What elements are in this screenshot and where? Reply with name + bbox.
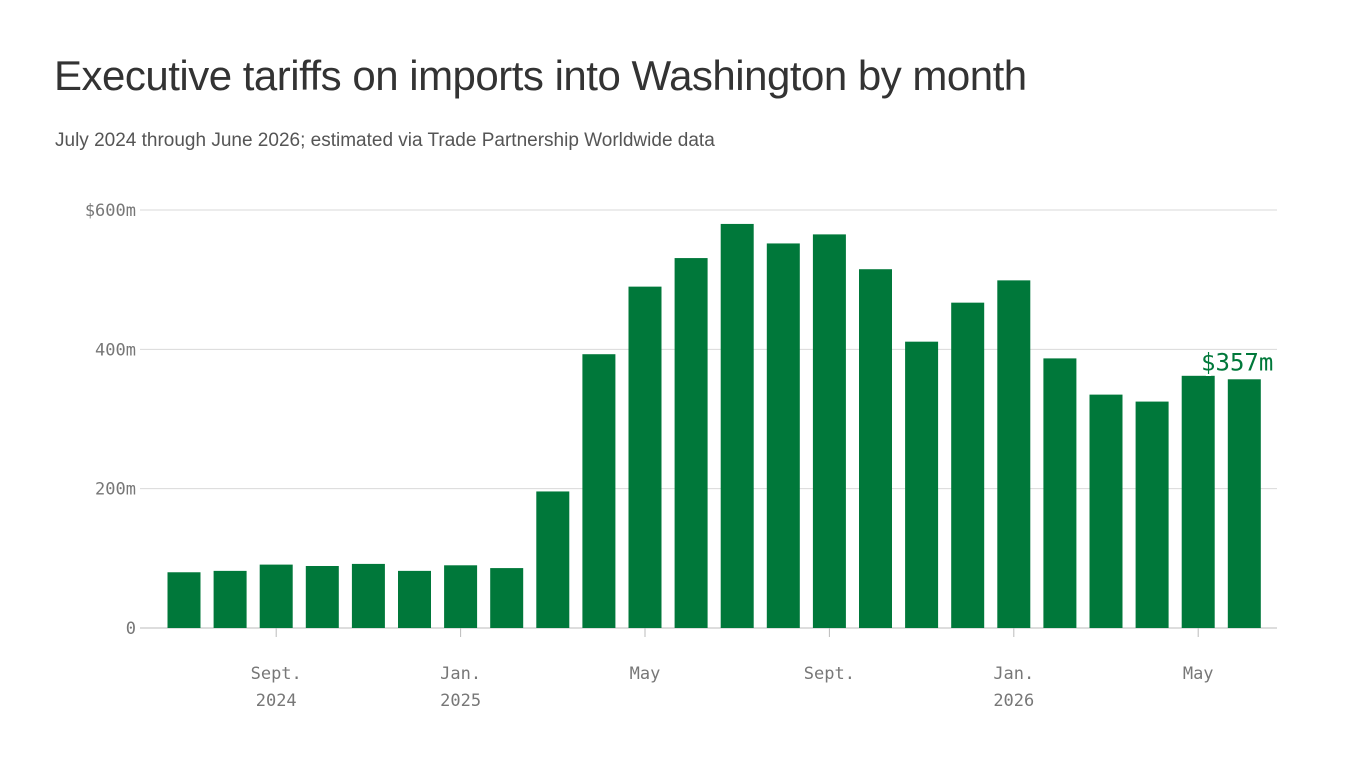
y-tick-label: 400m (95, 340, 136, 360)
bar (167, 572, 201, 628)
x-tick-label: Jan. (440, 664, 481, 684)
bar (766, 243, 800, 628)
bar (582, 354, 616, 628)
bar (490, 568, 524, 628)
bar (812, 234, 846, 628)
bar (1089, 394, 1123, 628)
bar (398, 570, 431, 628)
bar (305, 565, 339, 628)
bar (536, 491, 570, 628)
bar (259, 564, 293, 628)
bar (720, 223, 754, 628)
bar (951, 302, 985, 628)
x-tick-label: May (1183, 664, 1214, 684)
bar (213, 570, 247, 628)
labels: $357m (1199, 346, 1275, 378)
bar (444, 565, 478, 628)
y-tick-label: 0 (126, 619, 136, 639)
bar (859, 269, 892, 628)
x-tick-year-label: 2026 (993, 691, 1034, 711)
bar (674, 258, 708, 628)
x-axis: Sept. 2024 Jan. 2025 May Sept. Jan. 2026 May (251, 628, 1214, 711)
bar (628, 286, 662, 628)
bar (1043, 358, 1077, 628)
x-tick-label: Sept. (804, 664, 855, 684)
bar (351, 563, 385, 628)
last-value-label: $357m (1201, 348, 1273, 376)
x-tick-year-label: 2024 (256, 691, 297, 711)
x-tick-label: Sept. (251, 664, 302, 684)
x-tick-label: May (630, 664, 661, 684)
x-tick-label: Jan. (993, 664, 1034, 684)
bar (1227, 379, 1261, 628)
x-tick-year-label: 2025 (440, 691, 481, 711)
bar (1181, 375, 1215, 628)
y-tick-label: $600m (85, 201, 136, 221)
y-tick-label: 200m (95, 480, 136, 500)
chart-subtitle: July 2024 through June 2026; estimated v… (55, 130, 715, 151)
gridlines: 0 200m 400m $600m (85, 201, 1277, 639)
bars (167, 223, 1261, 628)
bar (905, 341, 939, 628)
chart-title: Executive tariffs on imports into Washin… (54, 52, 1027, 99)
bar (997, 280, 1031, 628)
bar (1135, 401, 1169, 628)
